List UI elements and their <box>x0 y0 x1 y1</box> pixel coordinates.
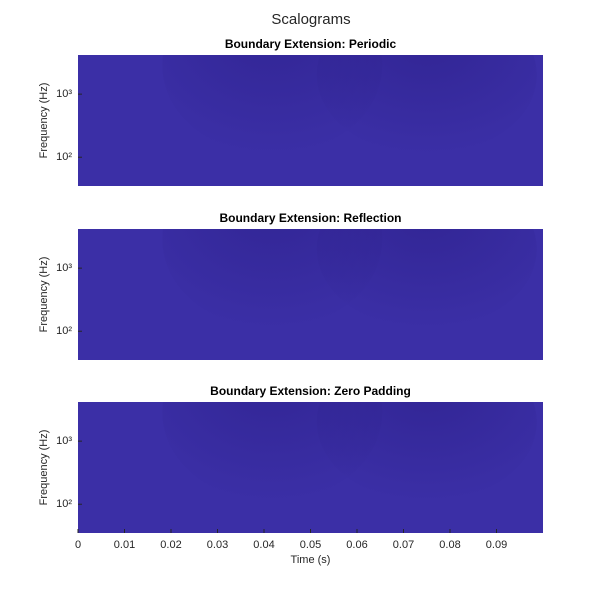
y-tick-label: 10² <box>56 151 72 163</box>
y-tick-label: 10² <box>56 498 72 510</box>
x-tick-label: 0.06 <box>346 539 367 551</box>
x-tick-label: 0.09 <box>486 539 507 551</box>
panel-title: Boundary Extension: Periodic <box>225 37 397 51</box>
figure-title: Scalograms <box>271 11 350 28</box>
x-tick-label: 0.04 <box>253 539 274 551</box>
x-tick-label: 0.05 <box>300 539 321 551</box>
x-axis-label: Time (s) <box>291 554 331 566</box>
y-axis-label: Frequency (Hz) <box>38 430 50 506</box>
y-tick-label: 10² <box>56 325 72 337</box>
image <box>82 229 539 340</box>
image <box>82 55 539 166</box>
y-tick-label: 10³ <box>56 435 72 447</box>
shade <box>316 402 537 502</box>
x-tick-label: 0.02 <box>160 539 181 551</box>
shade <box>316 55 537 155</box>
x-tick-label: 0 <box>75 539 81 551</box>
y-axis-label: Frequency (Hz) <box>38 83 50 159</box>
x-tick-label: 0.08 <box>439 539 460 551</box>
x-tick-label: 0.01 <box>114 539 135 551</box>
x-tick-label: 0.03 <box>207 539 228 551</box>
y-tick-label: 10³ <box>56 88 72 100</box>
y-tick-label: 10³ <box>56 262 72 274</box>
panel-title: Boundary Extension: Zero Padding <box>210 384 411 398</box>
image <box>82 402 539 513</box>
shade <box>316 229 537 329</box>
panel-title: Boundary Extension: Reflection <box>219 211 401 225</box>
y-axis-label: Frequency (Hz) <box>38 257 50 333</box>
x-tick-label: 0.07 <box>393 539 414 551</box>
